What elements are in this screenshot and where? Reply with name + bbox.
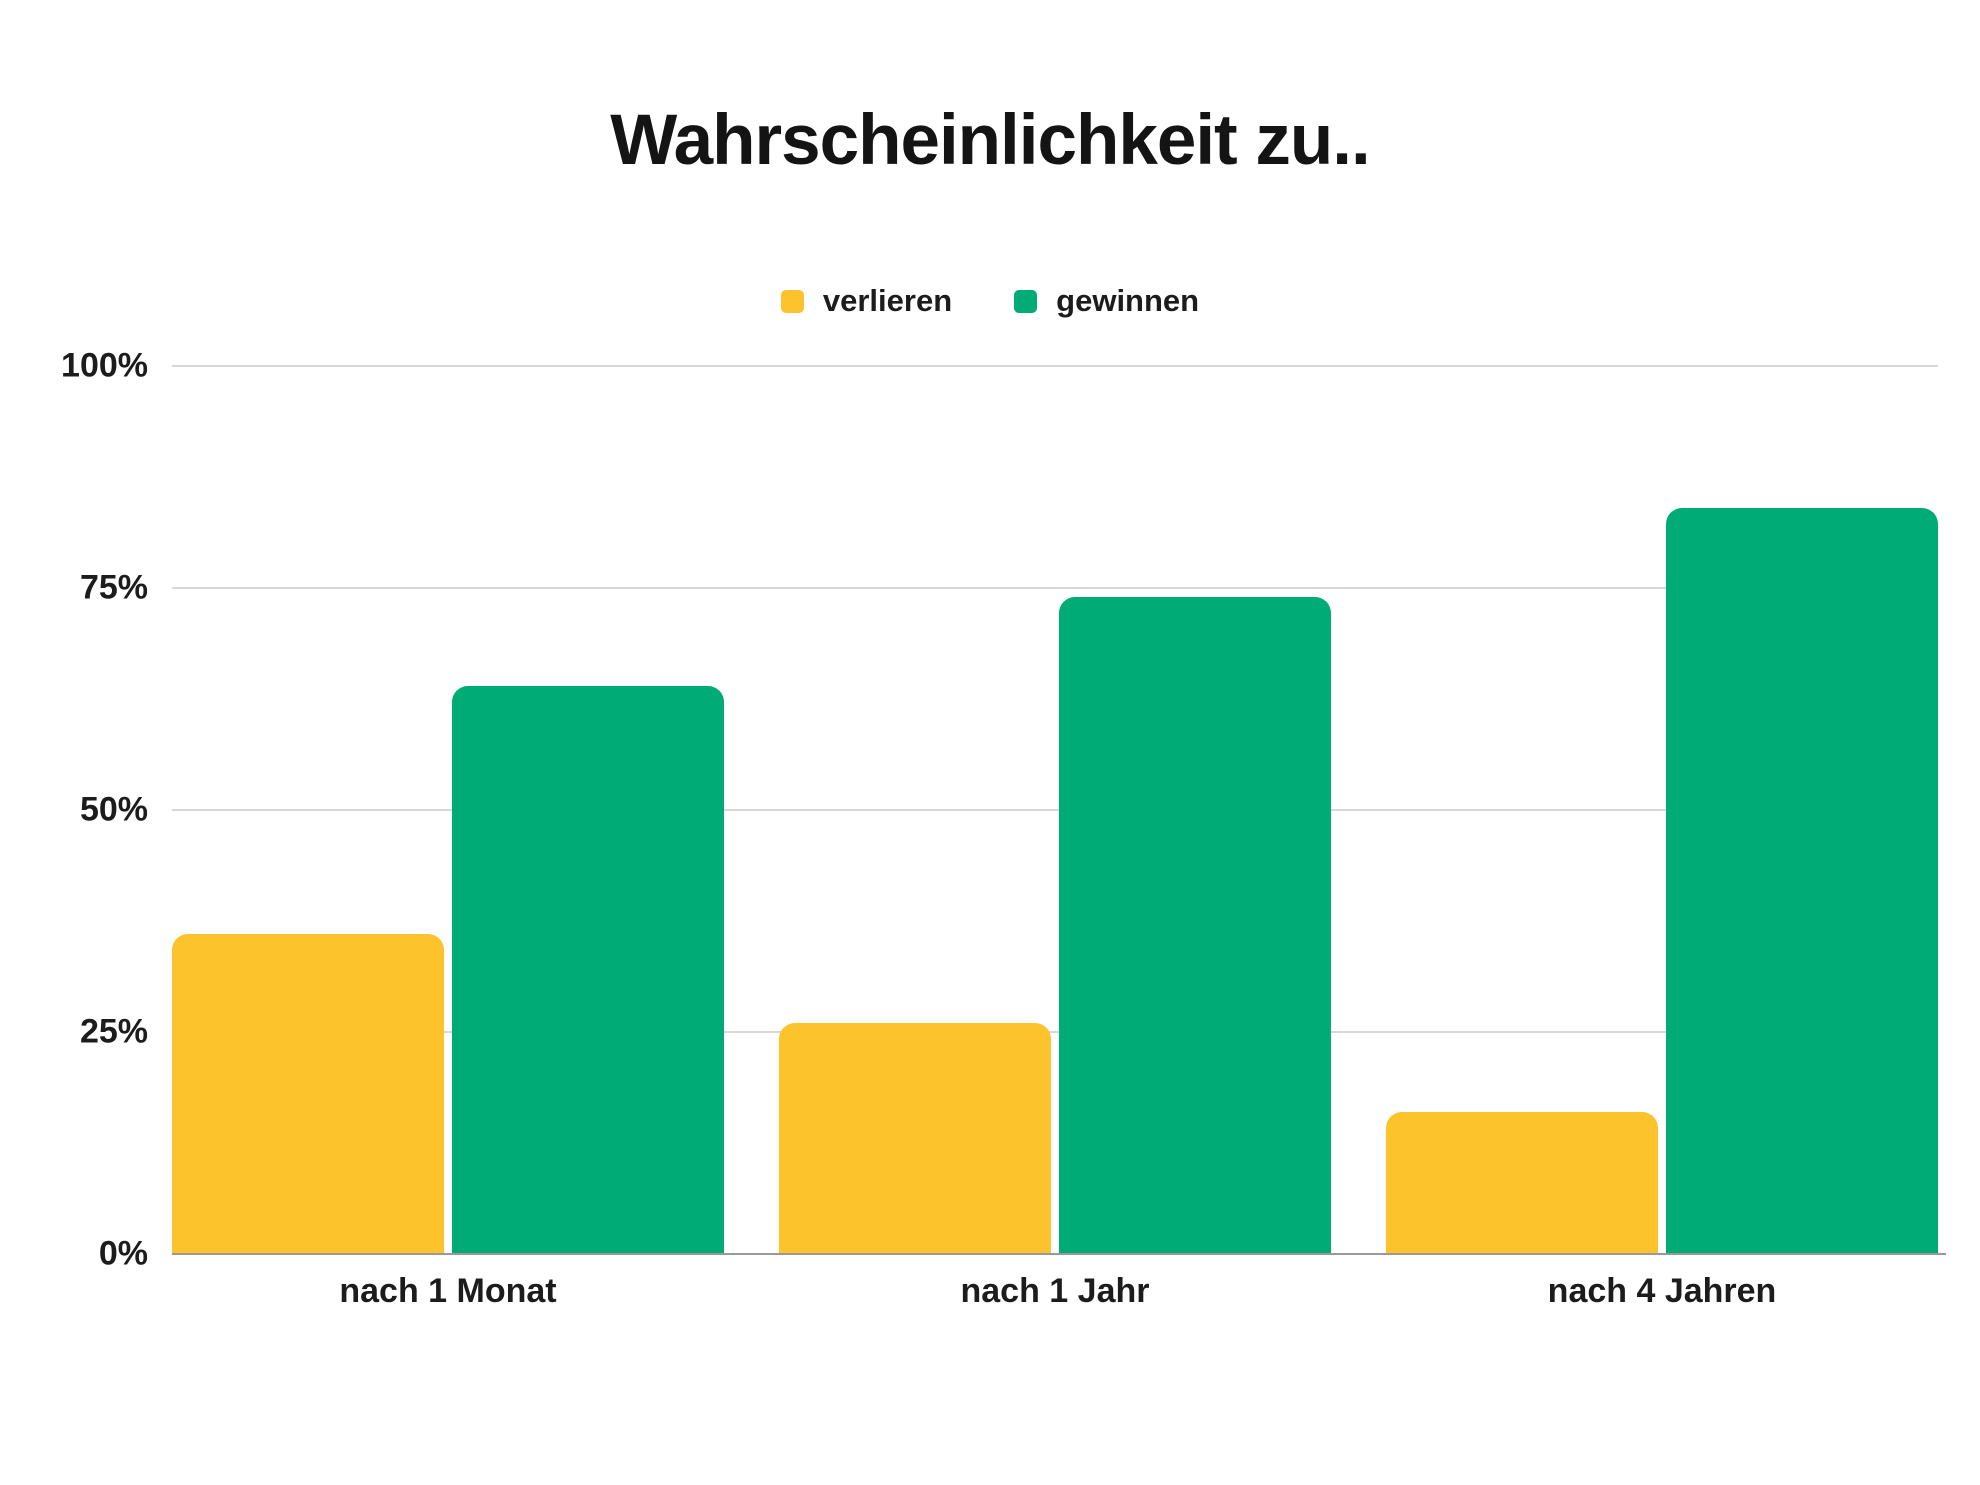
bar-verlieren-1 xyxy=(172,934,444,1254)
legend-swatch-gewinnen-icon xyxy=(1014,289,1038,313)
x-tick-label-3: nach 4 Jahren xyxy=(1547,1272,1777,1310)
y-tick-label-0: 0% xyxy=(98,1234,148,1273)
y-tick-label-25: 25% xyxy=(79,1012,148,1051)
chart-title: Wahrscheinlichkeit zu.. xyxy=(610,101,1371,180)
gridline-100 xyxy=(172,365,1938,367)
y-tick-label-100: 100% xyxy=(61,346,148,385)
bar-verlieren-3 xyxy=(1386,1111,1658,1254)
legend-swatch-verlieren-icon xyxy=(780,289,804,313)
bar-gewinnen-1 xyxy=(452,685,724,1254)
x-tick-label-1: nach 1 Monat xyxy=(339,1272,557,1310)
y-tick-label-50: 50% xyxy=(79,790,148,829)
legend-label-gewinnen: gewinnen xyxy=(1056,283,1200,318)
legend-item-verlieren: verlieren xyxy=(780,283,953,319)
bar-gewinnen-3 xyxy=(1666,508,1938,1254)
chart-legend: verlieren gewinnen xyxy=(0,283,1980,319)
y-tick-label-75: 75% xyxy=(79,568,148,607)
gridline-50 xyxy=(172,809,1938,811)
x-axis-line xyxy=(172,1253,1946,1255)
legend-item-gewinnen: gewinnen xyxy=(1014,283,1199,319)
bar-gewinnen-2 xyxy=(1059,596,1331,1254)
x-tick-label-2: nach 1 Jahr xyxy=(960,1272,1150,1310)
gridline-75 xyxy=(172,587,1938,589)
legend-label-verlieren: verlieren xyxy=(822,283,953,318)
bar-verlieren-2 xyxy=(779,1023,1051,1254)
gridline-25 xyxy=(172,1031,1938,1033)
